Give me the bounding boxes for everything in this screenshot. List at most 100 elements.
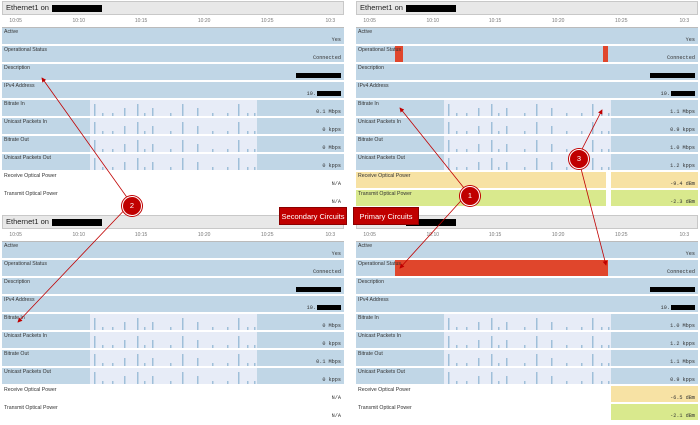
metric-row-bin[interactable]: Bitrate In 1.1 Mbps	[356, 100, 698, 117]
row-value-uin: 1.2 kpps	[670, 341, 695, 347]
metric-row-bout[interactable]: Bitrate Out 0.1 Mbps	[2, 350, 344, 367]
panel-title: Ethernet1 on	[356, 1, 698, 15]
time-axis: 10:05 10:10 10:15 10:20 10:25 10:3	[2, 17, 344, 28]
metric-row-uin[interactable]: Unicast Packets In 1.2 kpps	[356, 332, 698, 349]
time-tick: 10:05	[363, 18, 376, 24]
interface-panel-1: Ethernet1 on 10:05 10:10 10:15 10:20 10:25 10:…	[0, 0, 346, 211]
row-value-bin: 0 Mbps	[322, 323, 341, 329]
metric-row-oper[interactable]: Operational Status Connected	[356, 260, 698, 277]
row-value-rxp: N/A	[331, 395, 341, 401]
time-tick: 10:25	[614, 18, 628, 24]
metric-row-ipv4[interactable]: IPv4 Address 10.	[356, 296, 698, 313]
row-label-bin: Bitrate In	[358, 315, 379, 321]
time-tick: 10:10	[426, 232, 440, 238]
row-label-uin: Unicast Packets In	[4, 119, 47, 125]
metric-row-bin[interactable]: Bitrate In 0.1 Mbps	[2, 100, 344, 117]
primary-circuits-button[interactable]: Primary Circuits	[353, 207, 419, 225]
row-label-bin: Bitrate In	[4, 315, 25, 321]
metric-row-bout[interactable]: Bitrate Out 0 Mbps	[2, 136, 344, 153]
metric-row-rxp[interactable]: Receive Optical Power -6.5 dBm	[356, 386, 698, 403]
metric-row-uout[interactable]: Unicast Packets Out 1.2 kpps	[356, 154, 698, 171]
row-value-active: Yes	[331, 37, 341, 43]
time-tick: 10:3	[325, 18, 336, 24]
row-label-bin: Bitrate In	[358, 101, 379, 107]
metric-row-active[interactable]: Active Yes	[2, 28, 344, 45]
metric-row-ipv4[interactable]: IPv4 Address 10.	[356, 82, 698, 99]
time-tick: 10:15	[488, 232, 502, 238]
link-down-segment	[395, 46, 403, 62]
secondary-circuits-button[interactable]: Secondary Circuits	[279, 207, 347, 225]
row-value-bout: 0.1 Mbps	[316, 359, 341, 365]
panel-title: Ethernet1 on	[2, 1, 344, 15]
row-value-uin: 0 kpps	[322, 341, 341, 347]
metric-row-desc[interactable]: Description	[356, 64, 698, 81]
row-label-oper: Operational Status	[358, 47, 401, 53]
row-label-txp: Transmit Optical Power	[358, 405, 412, 411]
row-value-oper: Connected	[312, 269, 341, 275]
row-label-active: Active	[358, 29, 373, 35]
time-tick: 10:25	[260, 18, 274, 24]
row-label-uout: Unicast Packets Out	[4, 369, 51, 375]
row-value-bin: 1.1 Mbps	[670, 109, 695, 115]
metric-row-bout[interactable]: Bitrate Out 1.1 Mbps	[356, 350, 698, 367]
row-value-rxp: -6.5 dBm	[670, 395, 695, 401]
metric-row-uin[interactable]: Unicast Packets In 0.9 kpps	[356, 118, 698, 135]
metric-row-uin[interactable]: Unicast Packets In 0 kpps	[2, 332, 344, 349]
metric-row-txp[interactable]: Transmit Optical Power -2.3 dBm	[356, 190, 698, 207]
step-marker-2: 2	[122, 196, 142, 216]
metric-row-desc[interactable]: Description	[356, 278, 698, 295]
metric-row-desc[interactable]: Description	[2, 64, 344, 81]
row-value-oper: Connected	[666, 55, 695, 61]
row-label-desc: Description	[358, 65, 384, 71]
row-value-txp: -2.1 dBm	[670, 413, 695, 419]
redacted-description	[296, 73, 341, 78]
metric-row-ipv4[interactable]: IPv4 Address 10.	[2, 82, 344, 99]
metric-row-ipv4[interactable]: IPv4 Address 10.	[2, 296, 344, 313]
metric-row-desc[interactable]: Description	[2, 278, 344, 295]
time-tick: 10:05	[9, 18, 22, 24]
row-value-uout: 0 kpps	[322, 377, 341, 383]
row-label-active: Active	[358, 243, 373, 249]
row-label-uout: Unicast Packets Out	[358, 155, 405, 161]
row-label-rxp: Receive Optical Power	[4, 387, 57, 393]
time-tick: 10:05	[363, 232, 376, 238]
metric-row-bout[interactable]: Bitrate Out 1.0 Mbps	[356, 136, 698, 153]
row-value-active: Yes	[685, 251, 695, 257]
row-value-active: Yes	[331, 251, 341, 257]
metric-row-oper[interactable]: Operational Status Connected	[356, 46, 698, 63]
row-label-txp: Transmit Optical Power	[4, 191, 58, 197]
row-value-uout: 1.2 kpps	[670, 163, 695, 169]
metric-row-bin[interactable]: Bitrate In 0 Mbps	[2, 314, 344, 331]
metric-row-bin[interactable]: Bitrate In 1.0 Mbps	[356, 314, 698, 331]
row-label-ipv4: IPv4 Address	[4, 297, 35, 303]
row-label-rxp: Receive Optical Power	[358, 173, 411, 179]
redacted-hostname	[405, 4, 456, 12]
metric-row-active[interactable]: Active Yes	[356, 242, 698, 259]
metric-row-active[interactable]: Active Yes	[356, 28, 698, 45]
row-value-txp: -2.3 dBm	[670, 199, 695, 205]
metric-row-oper[interactable]: Operational Status Connected	[2, 260, 344, 277]
metric-row-rxp[interactable]: Receive Optical Power N/A	[2, 386, 344, 403]
row-label-uout: Unicast Packets Out	[4, 155, 51, 161]
metric-row-rxp[interactable]: Receive Optical Power -9.4 dBm	[356, 172, 698, 189]
row-label-uin: Unicast Packets In	[358, 119, 401, 125]
interface-panel-3: Ethernet1 on 10:05 10:10 10:15 10:20 10:25 10:…	[0, 214, 346, 425]
row-value-txp: N/A	[331, 413, 341, 419]
metric-row-txp[interactable]: Transmit Optical Power N/A	[2, 190, 344, 207]
row-label-uin: Unicast Packets In	[4, 333, 47, 339]
metric-row-txp[interactable]: Transmit Optical Power -2.1 dBm	[356, 404, 698, 421]
metric-row-oper[interactable]: Operational Status Connected	[2, 46, 344, 63]
metric-row-uin[interactable]: Unicast Packets In 0 kpps	[2, 118, 344, 135]
metric-row-uout[interactable]: Unicast Packets Out 0 kpps	[2, 368, 344, 385]
row-label-desc: Description	[4, 65, 30, 71]
metric-row-uout[interactable]: Unicast Packets Out 0.9 kpps	[356, 368, 698, 385]
row-value-oper: Connected	[666, 269, 695, 275]
metric-row-active[interactable]: Active Yes	[2, 242, 344, 259]
row-label-rxp: Receive Optical Power	[4, 173, 57, 179]
row-value-uin: 0 kpps	[322, 127, 341, 133]
metric-row-txp[interactable]: Transmit Optical Power N/A	[2, 404, 344, 421]
metric-row-uout[interactable]: Unicast Packets Out 0 kpps	[2, 154, 344, 171]
time-tick: 10:25	[614, 232, 628, 238]
metric-row-rxp[interactable]: Receive Optical Power N/A	[2, 172, 344, 189]
row-value-ipv4: 10.	[307, 91, 341, 97]
